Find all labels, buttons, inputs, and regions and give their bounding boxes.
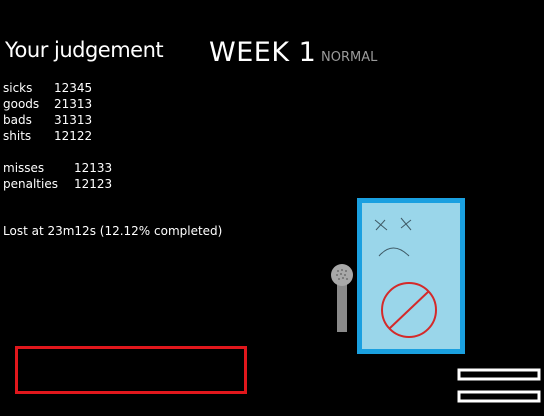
menu-icon[interactable] bbox=[457, 368, 541, 406]
stat-label: bads bbox=[3, 113, 32, 127]
stat-row-penalties: penalties 12123 bbox=[3, 176, 112, 192]
stat-value: 12123 bbox=[74, 177, 113, 191]
judgement-stats: sicks 12345 goods 21313 bads 31313 shits 121… bbox=[3, 80, 92, 144]
extra-stats: misses 12133 penalties 12123 bbox=[3, 160, 112, 192]
microphone-icon bbox=[331, 264, 353, 332]
stat-row-goods: goods 21313 bbox=[3, 96, 92, 112]
stat-value: 12122 bbox=[54, 129, 93, 143]
stat-row-bads: bads 31313 bbox=[3, 112, 92, 128]
difficulty-label: NORMAL bbox=[321, 50, 378, 65]
stat-label: goods bbox=[3, 97, 40, 111]
result-status: Lost at 23m12s (12.12% completed) bbox=[3, 224, 223, 238]
stat-value: 21313 bbox=[54, 97, 93, 111]
stat-value: 31313 bbox=[54, 113, 93, 127]
stat-row-misses: misses 12133 bbox=[3, 160, 112, 176]
page-title: Your judgement bbox=[5, 38, 164, 62]
stat-value: 12345 bbox=[54, 81, 93, 95]
week-label: WEEK 1 bbox=[209, 37, 317, 68]
stat-row-shits: shits 12122 bbox=[3, 128, 92, 144]
character-card bbox=[357, 198, 465, 354]
prohibited-icon bbox=[381, 282, 437, 338]
stat-row-sicks: sicks 12345 bbox=[3, 80, 92, 96]
stat-label: penalties bbox=[3, 177, 58, 191]
stat-label: shits bbox=[3, 129, 32, 143]
stat-value: 12133 bbox=[74, 161, 113, 175]
stat-label: misses bbox=[3, 161, 45, 175]
sad-face-icon bbox=[374, 217, 412, 257]
stat-label: sicks bbox=[3, 81, 33, 95]
retry-button[interactable] bbox=[15, 346, 247, 394]
